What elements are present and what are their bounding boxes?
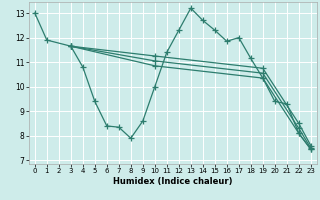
X-axis label: Humidex (Indice chaleur): Humidex (Indice chaleur) <box>113 177 233 186</box>
